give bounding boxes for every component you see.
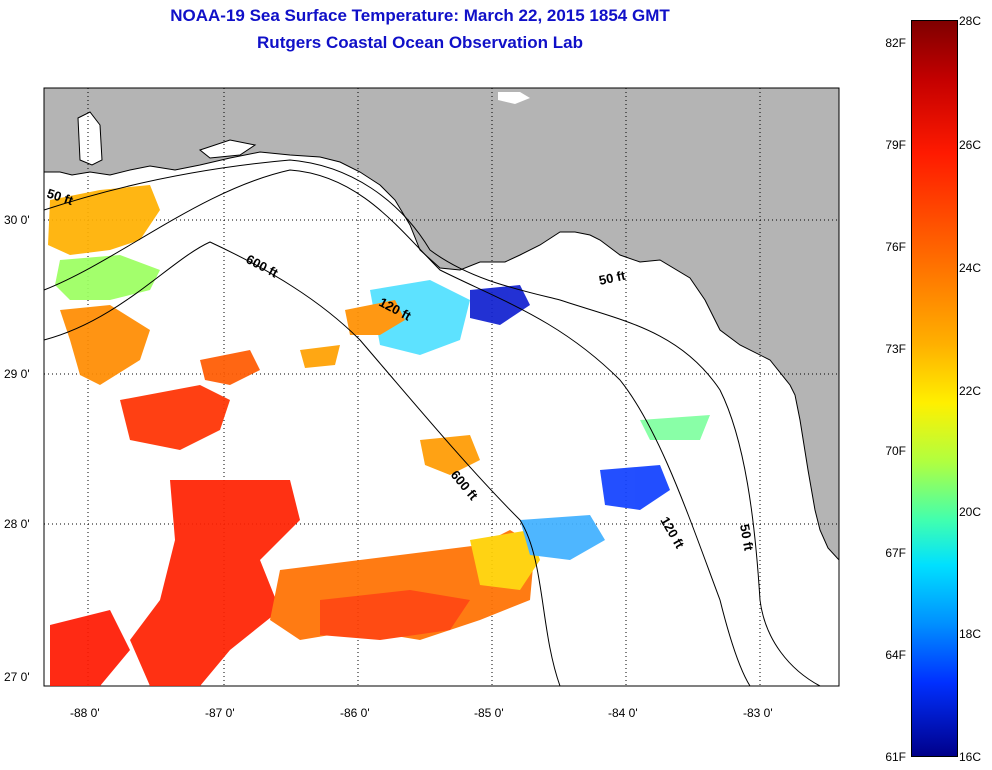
lon-label: -88 0' — [70, 706, 100, 720]
colorbar-c-label: 22C — [959, 384, 982, 398]
lon-label: -85 0' — [474, 706, 504, 720]
lon-label: -87 0' — [205, 706, 235, 720]
lon-label: -86 0' — [340, 706, 370, 720]
colorbar-f-label: 73F — [885, 342, 906, 356]
colorbar-f-label: 82F — [885, 36, 906, 50]
temperature-colorbar — [911, 20, 958, 757]
land-mass — [43, 87, 840, 562]
lake — [498, 92, 530, 104]
sst-patches — [48, 185, 710, 686]
colorbar-f-label: 64F — [885, 648, 906, 662]
colorbar-c-label: 24C — [959, 261, 982, 275]
map-title: NOAA-19 Sea Surface Temperature: March 2… — [170, 6, 670, 25]
colorbar-f-label: 76F — [885, 240, 906, 254]
lat-label: 30 0' — [4, 213, 30, 227]
colorbar-c-label: 26C — [959, 138, 982, 152]
colorbar-c-label: 20C — [959, 505, 982, 519]
lat-label: 28 0' — [4, 517, 30, 531]
bay — [198, 139, 257, 159]
colorbar-f-label: 79F — [885, 138, 906, 152]
colorbar-f-label: 70F — [885, 444, 906, 458]
contour-label: 50 ft — [598, 268, 628, 288]
colorbar-c-label: 18C — [959, 627, 982, 641]
lon-label: -83 0' — [743, 706, 773, 720]
lat-label: 29 0' — [4, 367, 30, 381]
bay — [77, 111, 103, 166]
map-subtitle: Rutgers Coastal Ocean Observation Lab — [257, 33, 583, 52]
colorbar-f-label: 67F — [885, 546, 906, 560]
contour-label: 50 ft — [737, 523, 757, 553]
colorbar-f-label: 61F — [885, 750, 906, 764]
colorbar-c-label: 16C — [959, 750, 982, 764]
colorbar-c-label: 28C — [959, 14, 982, 28]
lon-label: -84 0' — [608, 706, 638, 720]
lat-label: 27 0' — [4, 670, 30, 684]
depth-contours — [43, 159, 821, 687]
